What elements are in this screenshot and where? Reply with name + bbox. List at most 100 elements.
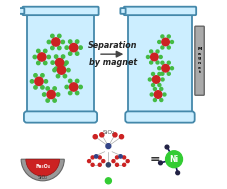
Circle shape bbox=[44, 80, 47, 83]
Circle shape bbox=[54, 67, 58, 70]
Text: SiO₂: SiO₂ bbox=[37, 176, 48, 180]
Circle shape bbox=[149, 61, 152, 64]
Circle shape bbox=[87, 160, 90, 163]
Circle shape bbox=[47, 40, 50, 44]
Circle shape bbox=[75, 79, 79, 83]
Circle shape bbox=[98, 156, 101, 159]
Circle shape bbox=[175, 171, 179, 175]
Circle shape bbox=[159, 98, 162, 101]
Circle shape bbox=[37, 49, 40, 53]
Circle shape bbox=[75, 91, 79, 95]
Circle shape bbox=[57, 66, 65, 74]
Circle shape bbox=[161, 38, 169, 46]
FancyBboxPatch shape bbox=[22, 7, 98, 15]
Circle shape bbox=[167, 46, 170, 49]
Circle shape bbox=[158, 56, 161, 58]
Text: Separation: Separation bbox=[88, 41, 137, 50]
Circle shape bbox=[105, 178, 111, 184]
Circle shape bbox=[154, 91, 161, 98]
Text: by magnet: by magnet bbox=[89, 58, 137, 67]
Circle shape bbox=[160, 46, 163, 49]
Circle shape bbox=[101, 160, 104, 163]
Circle shape bbox=[56, 62, 59, 66]
Circle shape bbox=[75, 40, 79, 43]
Circle shape bbox=[79, 46, 82, 49]
Circle shape bbox=[153, 98, 156, 101]
Circle shape bbox=[160, 72, 163, 75]
Circle shape bbox=[115, 163, 118, 166]
Circle shape bbox=[158, 161, 162, 165]
Circle shape bbox=[30, 80, 34, 83]
Circle shape bbox=[167, 61, 170, 64]
Circle shape bbox=[34, 74, 37, 77]
Circle shape bbox=[146, 56, 149, 58]
Text: SiO₂: SiO₂ bbox=[102, 129, 114, 135]
Circle shape bbox=[37, 53, 46, 61]
Text: Ni: Ni bbox=[169, 155, 178, 164]
Circle shape bbox=[56, 74, 59, 78]
Circle shape bbox=[64, 61, 68, 64]
Circle shape bbox=[50, 46, 54, 50]
Text: =: = bbox=[149, 153, 160, 166]
Circle shape bbox=[46, 87, 49, 90]
Circle shape bbox=[79, 85, 82, 89]
Circle shape bbox=[55, 58, 63, 67]
Circle shape bbox=[43, 61, 47, 65]
Circle shape bbox=[157, 40, 160, 43]
Circle shape bbox=[65, 46, 68, 49]
Text: Fe₃O₄: Fe₃O₄ bbox=[35, 164, 50, 169]
Circle shape bbox=[53, 99, 56, 102]
Circle shape bbox=[56, 93, 59, 96]
Circle shape bbox=[63, 62, 66, 66]
Circle shape bbox=[150, 53, 157, 61]
Circle shape bbox=[106, 144, 110, 149]
Circle shape bbox=[167, 72, 170, 75]
FancyBboxPatch shape bbox=[125, 111, 194, 123]
Circle shape bbox=[35, 77, 43, 85]
Circle shape bbox=[47, 55, 50, 59]
Circle shape bbox=[57, 34, 61, 38]
Circle shape bbox=[57, 46, 61, 50]
Text: M
a
g
n
e
t: M a g n e t bbox=[197, 47, 201, 74]
Wedge shape bbox=[21, 159, 64, 181]
Circle shape bbox=[167, 35, 170, 38]
Circle shape bbox=[118, 155, 122, 158]
Circle shape bbox=[91, 156, 94, 159]
Circle shape bbox=[93, 135, 97, 139]
Circle shape bbox=[149, 50, 152, 53]
Circle shape bbox=[41, 74, 44, 77]
Circle shape bbox=[157, 72, 160, 75]
Circle shape bbox=[67, 68, 70, 72]
Circle shape bbox=[94, 155, 97, 158]
Circle shape bbox=[122, 163, 125, 166]
FancyBboxPatch shape bbox=[19, 8, 24, 14]
Circle shape bbox=[63, 74, 66, 78]
Circle shape bbox=[122, 156, 125, 159]
Circle shape bbox=[54, 55, 58, 58]
FancyBboxPatch shape bbox=[123, 7, 195, 15]
Circle shape bbox=[126, 160, 129, 163]
Circle shape bbox=[119, 135, 123, 139]
Circle shape bbox=[170, 40, 173, 43]
Circle shape bbox=[46, 99, 49, 102]
Circle shape bbox=[69, 83, 77, 91]
FancyBboxPatch shape bbox=[120, 8, 125, 14]
Circle shape bbox=[43, 49, 47, 53]
Circle shape bbox=[162, 93, 165, 96]
FancyBboxPatch shape bbox=[194, 26, 203, 95]
Circle shape bbox=[99, 133, 104, 137]
Circle shape bbox=[75, 52, 79, 55]
Circle shape bbox=[112, 133, 116, 137]
Circle shape bbox=[69, 43, 77, 52]
Circle shape bbox=[170, 67, 173, 70]
Circle shape bbox=[65, 85, 68, 89]
Circle shape bbox=[161, 64, 169, 72]
Circle shape bbox=[150, 93, 153, 96]
Circle shape bbox=[159, 88, 162, 91]
Circle shape bbox=[61, 40, 64, 44]
Circle shape bbox=[160, 78, 163, 81]
Circle shape bbox=[155, 61, 158, 64]
Circle shape bbox=[68, 40, 72, 43]
Circle shape bbox=[155, 50, 158, 53]
Circle shape bbox=[61, 67, 64, 70]
